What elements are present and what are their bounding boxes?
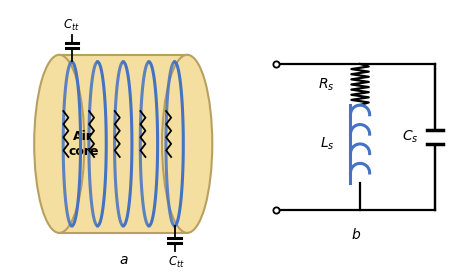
Text: $L_s$: $L_s$ xyxy=(320,136,335,152)
Ellipse shape xyxy=(162,55,212,233)
Text: a: a xyxy=(119,253,128,267)
Bar xyxy=(426,130,445,144)
Text: $R_s$: $R_s$ xyxy=(319,76,335,93)
Text: Air
core: Air core xyxy=(68,130,99,158)
Text: $C_{tt}$: $C_{tt}$ xyxy=(64,18,80,33)
Text: $C_s$: $C_s$ xyxy=(402,129,418,145)
Text: b: b xyxy=(351,228,360,242)
Text: $C_{tt}$: $C_{tt}$ xyxy=(168,255,185,270)
Ellipse shape xyxy=(34,55,84,233)
Polygon shape xyxy=(59,55,187,233)
